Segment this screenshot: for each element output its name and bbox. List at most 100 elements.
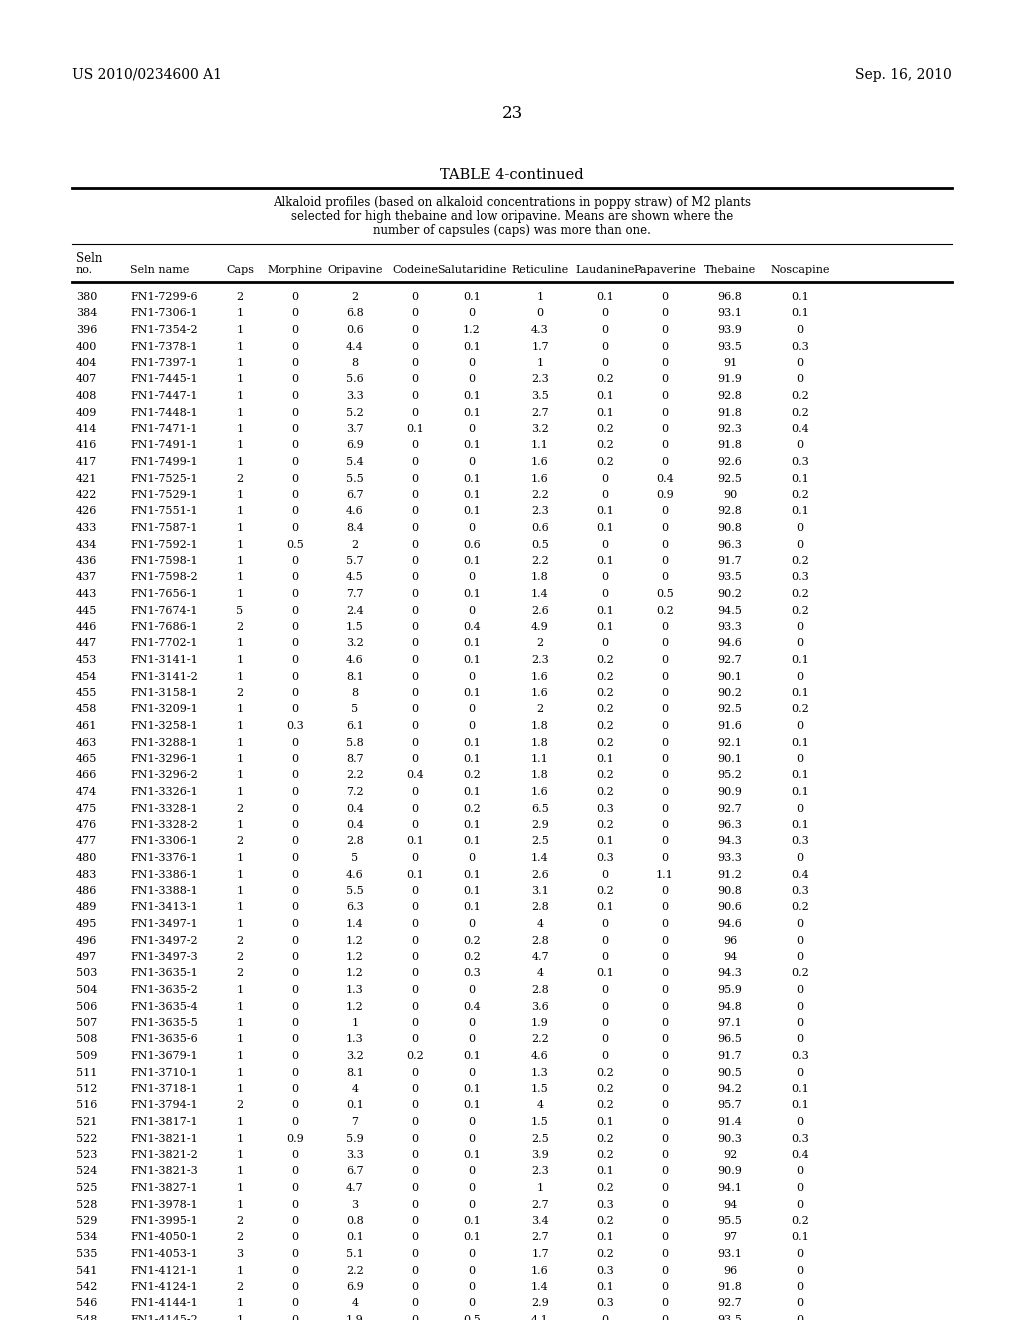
Text: 0: 0	[662, 738, 669, 747]
Text: 1: 1	[237, 540, 244, 549]
Text: 0.1: 0.1	[792, 688, 809, 698]
Text: 0: 0	[412, 721, 419, 731]
Text: 0: 0	[662, 985, 669, 995]
Text: 0: 0	[292, 606, 299, 615]
Text: FN1-7299-6: FN1-7299-6	[130, 292, 198, 302]
Text: 0: 0	[601, 1002, 608, 1011]
Text: 90.2: 90.2	[718, 589, 742, 599]
Text: Alkaloid profiles (based on alkaloid concentrations in poppy straw) of M2 plants: Alkaloid profiles (based on alkaloid con…	[273, 195, 751, 209]
Text: 0: 0	[797, 853, 804, 863]
Text: 1: 1	[237, 408, 244, 417]
Text: 0.2: 0.2	[596, 1150, 613, 1160]
Text: Morphine: Morphine	[267, 265, 323, 275]
Text: 1: 1	[237, 1068, 244, 1077]
Text: 546: 546	[76, 1299, 97, 1308]
Text: 0.3: 0.3	[463, 969, 481, 978]
Text: 4.6: 4.6	[346, 870, 364, 879]
Text: 0: 0	[468, 705, 475, 714]
Text: 416: 416	[76, 441, 97, 450]
Text: 0: 0	[468, 853, 475, 863]
Text: 0.1: 0.1	[792, 1084, 809, 1094]
Text: 0.4: 0.4	[407, 771, 424, 780]
Text: 0: 0	[468, 573, 475, 582]
Text: 96: 96	[723, 1266, 737, 1275]
Text: 0.1: 0.1	[596, 969, 613, 978]
Text: 2: 2	[237, 622, 244, 632]
Text: FN1-3995-1: FN1-3995-1	[130, 1216, 198, 1226]
Text: 0: 0	[292, 589, 299, 599]
Text: 0.2: 0.2	[596, 375, 613, 384]
Text: 1: 1	[237, 820, 244, 830]
Text: 0.3: 0.3	[792, 886, 809, 896]
Text: 92.7: 92.7	[718, 804, 742, 813]
Text: 0.4: 0.4	[656, 474, 674, 483]
Text: 0: 0	[468, 1200, 475, 1209]
Text: 0.2: 0.2	[596, 1183, 613, 1193]
Text: 0: 0	[412, 523, 419, 533]
Text: FN1-3288-1: FN1-3288-1	[130, 738, 198, 747]
Text: 0: 0	[412, 952, 419, 962]
Text: 414: 414	[76, 424, 97, 434]
Text: 0: 0	[468, 1134, 475, 1143]
Text: 0: 0	[797, 1035, 804, 1044]
Text: 1: 1	[237, 672, 244, 681]
Text: 90.2: 90.2	[718, 688, 742, 698]
Text: 0: 0	[662, 523, 669, 533]
Text: 0: 0	[662, 919, 669, 929]
Text: FN1-7702-1: FN1-7702-1	[130, 639, 198, 648]
Text: 0: 0	[601, 639, 608, 648]
Text: 0.2: 0.2	[596, 1216, 613, 1226]
Text: 0.1: 0.1	[463, 903, 481, 912]
Text: 0: 0	[662, 457, 669, 467]
Text: FN1-3497-3: FN1-3497-3	[130, 952, 198, 962]
Text: FN1-7656-1: FN1-7656-1	[130, 589, 198, 599]
Text: 466: 466	[76, 771, 97, 780]
Text: 94.3: 94.3	[718, 969, 742, 978]
Text: 7.2: 7.2	[346, 787, 364, 797]
Text: 91.8: 91.8	[718, 408, 742, 417]
Text: 1: 1	[237, 375, 244, 384]
Text: 0: 0	[662, 688, 669, 698]
Text: FN1-4050-1: FN1-4050-1	[130, 1233, 198, 1242]
Text: 0: 0	[412, 490, 419, 500]
Text: 8.1: 8.1	[346, 672, 364, 681]
Text: 1: 1	[237, 1035, 244, 1044]
Text: 90.9: 90.9	[718, 1167, 742, 1176]
Text: 0: 0	[662, 342, 669, 351]
Text: 0.1: 0.1	[463, 589, 481, 599]
Text: 0: 0	[292, 1051, 299, 1061]
Text: 0: 0	[412, 639, 419, 648]
Text: 0: 0	[601, 1035, 608, 1044]
Text: 0.2: 0.2	[596, 672, 613, 681]
Text: FN1-7598-1: FN1-7598-1	[130, 556, 198, 566]
Text: 0.5: 0.5	[531, 540, 549, 549]
Text: 3.9: 3.9	[531, 1150, 549, 1160]
Text: 93.5: 93.5	[718, 573, 742, 582]
Text: 0.1: 0.1	[596, 408, 613, 417]
Text: Reticuline: Reticuline	[511, 265, 568, 275]
Text: 0: 0	[797, 325, 804, 335]
Text: 0: 0	[662, 1299, 669, 1308]
Text: 0: 0	[412, 309, 419, 318]
Text: 2.8: 2.8	[531, 903, 549, 912]
Text: 0: 0	[292, 1282, 299, 1292]
Text: 92.5: 92.5	[718, 705, 742, 714]
Text: 461: 461	[76, 721, 97, 731]
Text: 8.1: 8.1	[346, 1068, 364, 1077]
Text: 0: 0	[662, 441, 669, 450]
Text: 0: 0	[292, 325, 299, 335]
Text: 0: 0	[292, 985, 299, 995]
Text: FN1-3141-2: FN1-3141-2	[130, 672, 198, 681]
Text: 0.1: 0.1	[596, 622, 613, 632]
Text: 0: 0	[292, 820, 299, 830]
Text: FN1-7378-1: FN1-7378-1	[130, 342, 198, 351]
Text: 525: 525	[76, 1183, 97, 1193]
Text: 521: 521	[76, 1117, 97, 1127]
Text: 90.5: 90.5	[718, 1068, 742, 1077]
Text: 0: 0	[412, 375, 419, 384]
Text: 0: 0	[412, 672, 419, 681]
Text: 0: 0	[292, 1167, 299, 1176]
Text: 2: 2	[237, 688, 244, 698]
Text: 529: 529	[76, 1216, 97, 1226]
Text: 94.3: 94.3	[718, 837, 742, 846]
